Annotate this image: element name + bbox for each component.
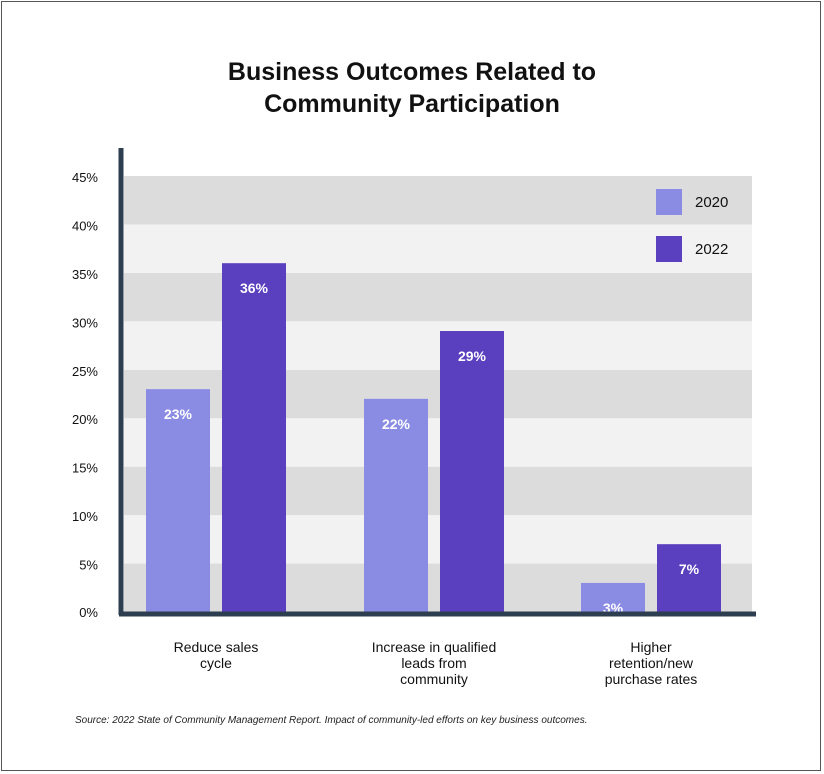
grid-band [124, 321, 752, 370]
y-tick-label: 20% [72, 412, 98, 427]
grid-band [124, 369, 752, 419]
x-category-label: Reduce sales [174, 639, 259, 655]
y-tick-label: 15% [72, 461, 98, 476]
legend-label: 2022 [695, 241, 728, 258]
bar-2022 [657, 544, 721, 612]
y-tick-label: 45% [72, 170, 98, 185]
grid-band [124, 466, 752, 516]
grid-band [124, 418, 752, 467]
legend-swatch-2020 [656, 189, 682, 215]
grid-band [124, 176, 752, 225]
y-tick-label: 30% [72, 315, 98, 330]
chart-title-line-1: Business Outcomes Related to [227, 58, 597, 86]
bar-value-label: 23% [164, 406, 193, 422]
x-category-label: retention/new [609, 655, 694, 671]
bar-2022 [222, 263, 286, 612]
y-tick-label: 0% [79, 605, 98, 620]
grid-band [124, 272, 752, 322]
y-tick-label: 25% [72, 364, 98, 379]
bar-2020 [364, 398, 428, 612]
y-tick-label: 10% [72, 509, 98, 524]
x-category-label: Higher [630, 639, 672, 655]
legend-label: 2020 [695, 194, 728, 211]
bar-value-label: 29% [458, 348, 487, 364]
bar-value-label: 36% [240, 280, 269, 296]
x-category-label: community [400, 671, 468, 687]
y-tick-label: 35% [72, 267, 98, 282]
x-category-label: purchase rates [605, 671, 698, 687]
bar-value-label: 22% [382, 416, 411, 432]
x-category-label: leads from [401, 655, 466, 671]
legend-swatch-2022 [656, 236, 682, 262]
bar-2020 [146, 389, 210, 612]
source-note: Source: 2022 State of Community Manageme… [75, 715, 588, 726]
chart-title-line-2: Community Participation [264, 90, 560, 118]
bar-value-label: 7% [679, 561, 700, 577]
y-tick-label: 40% [72, 218, 98, 233]
bar-2020 [581, 582, 645, 612]
x-category-label: cycle [200, 655, 232, 671]
bar-2022 [440, 331, 504, 612]
y-tick-label: 5% [79, 558, 98, 573]
x-category-label: Increase in qualified [372, 639, 497, 655]
